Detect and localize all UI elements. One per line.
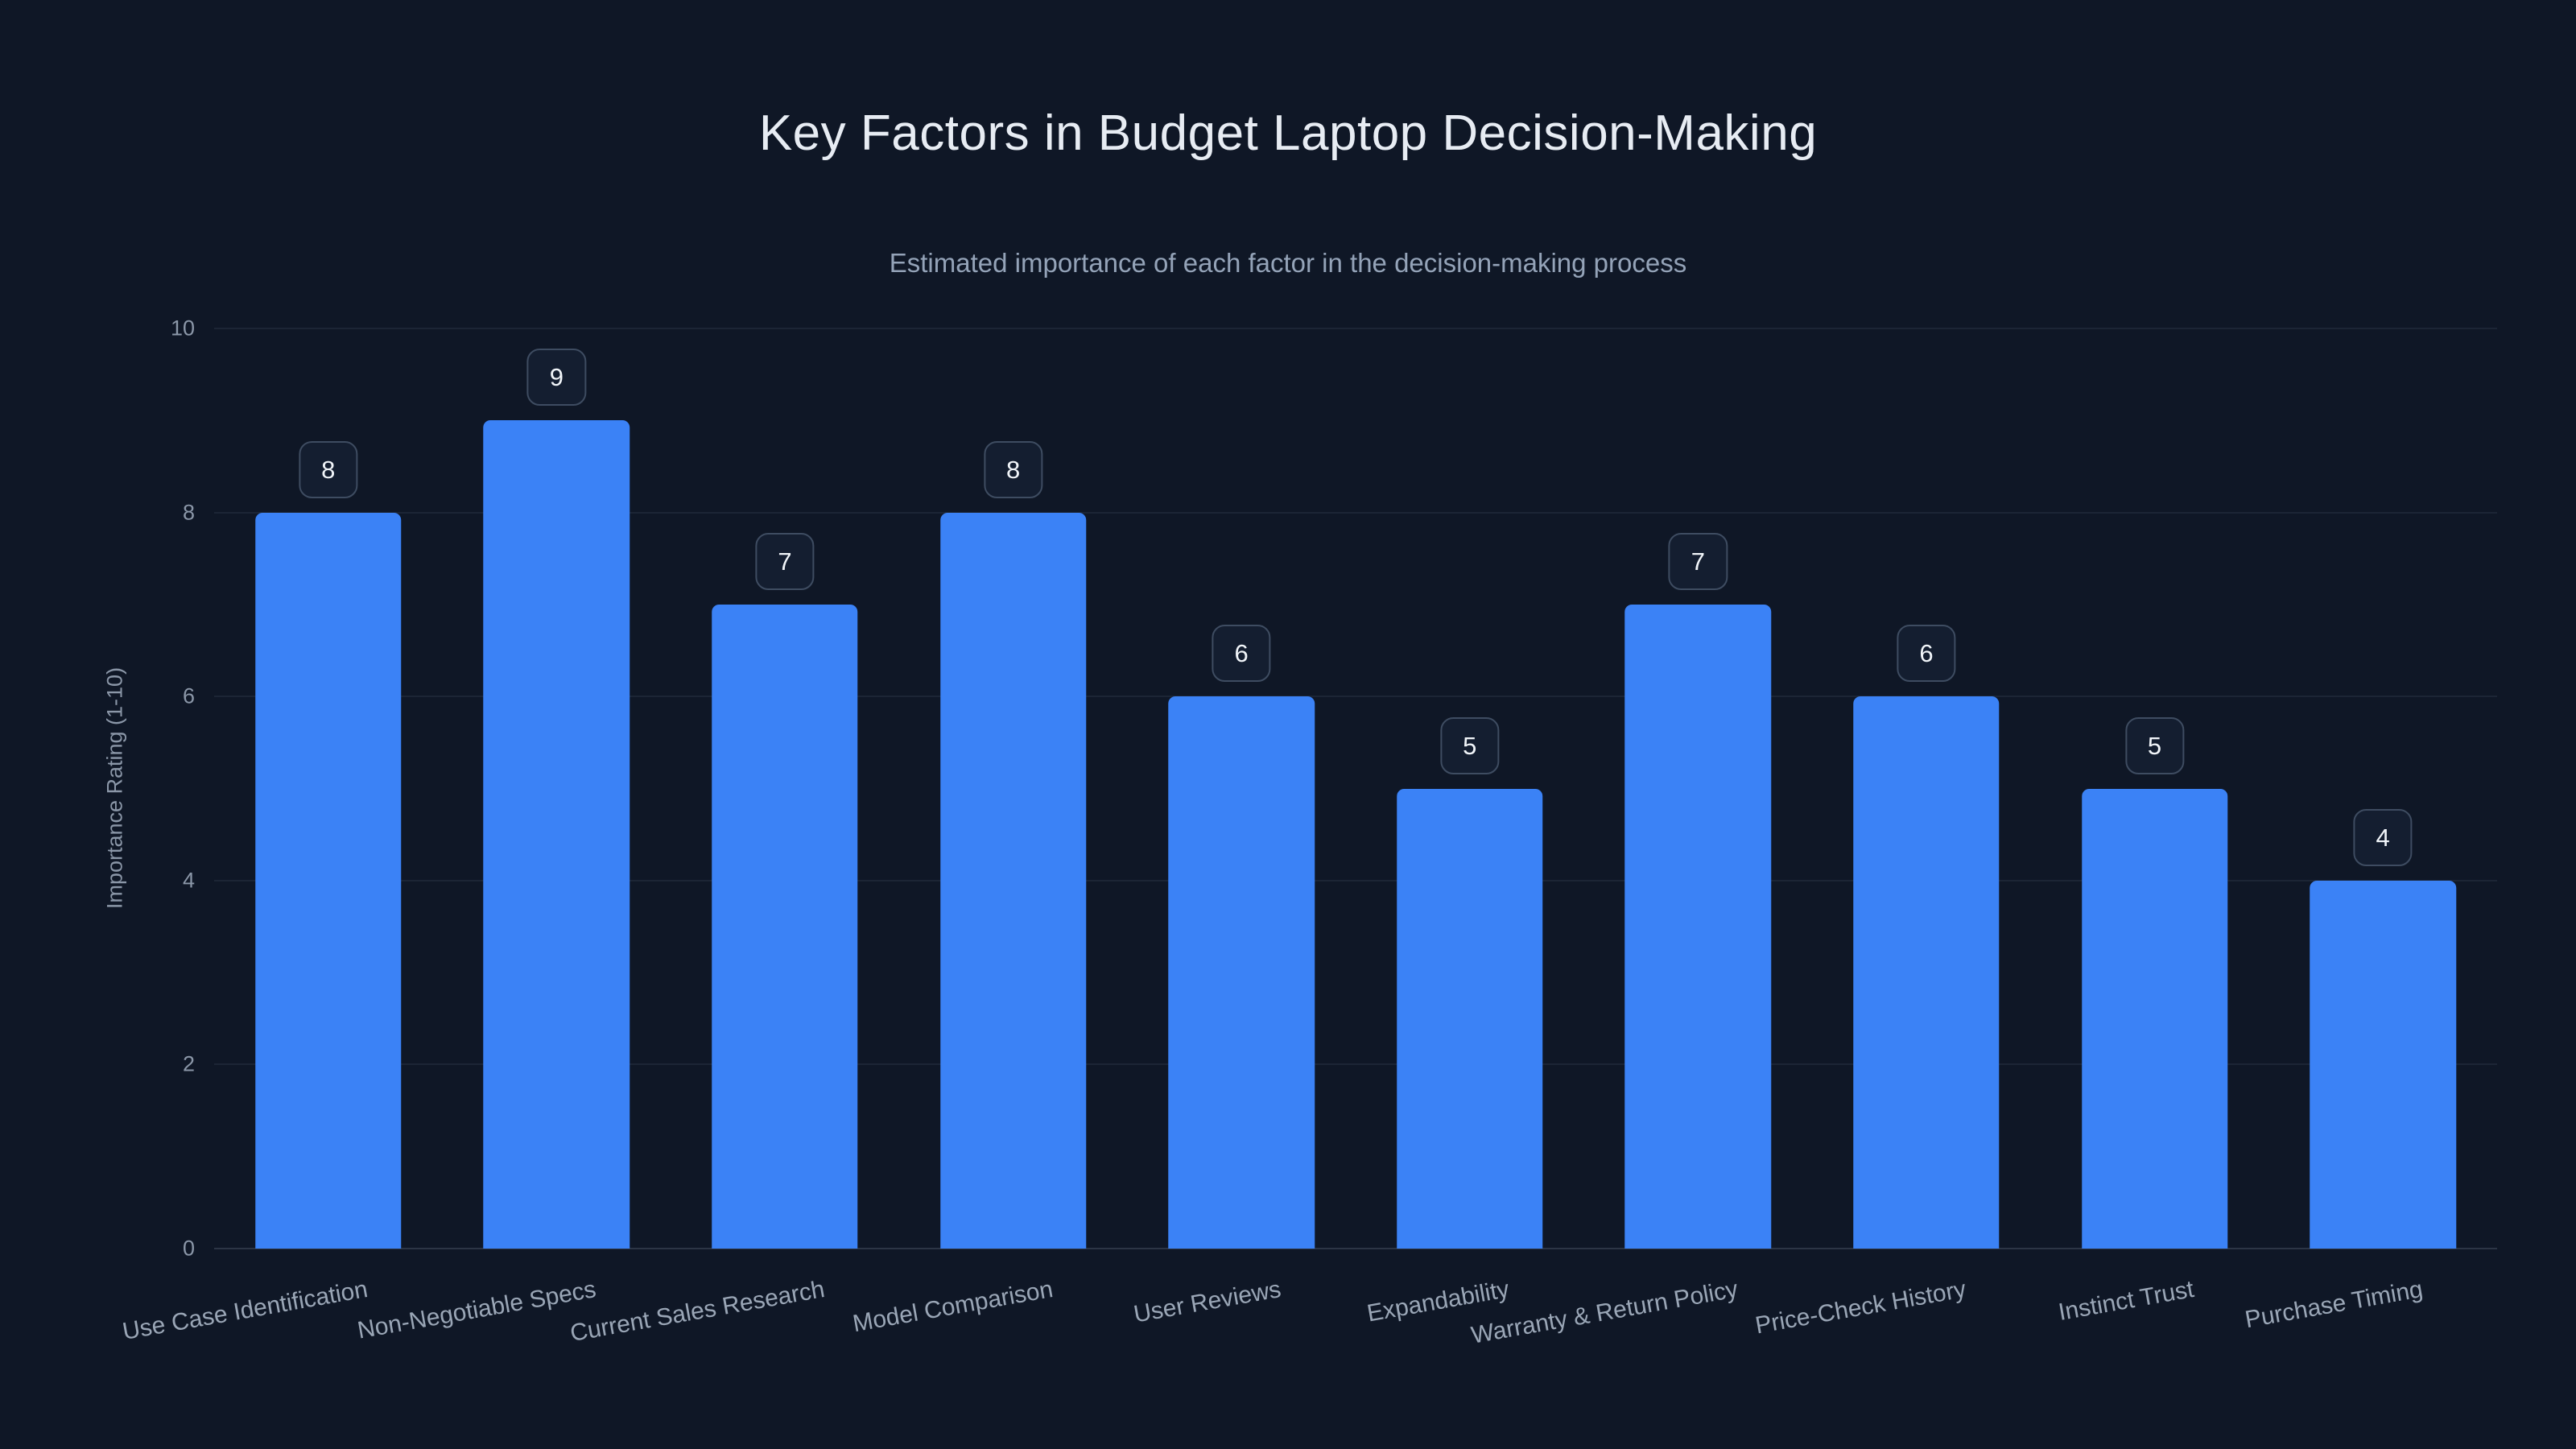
y-tick-label: 8 <box>182 500 195 525</box>
gridline <box>214 696 2497 698</box>
bar-group: 7 Warranty & Return Policy <box>1469 328 1813 1349</box>
bar-group: 5 Expandability <box>1356 328 1584 1327</box>
bar-group: 5 Instinct Trust <box>2041 328 2269 1326</box>
value-label: 5 <box>2124 716 2185 774</box>
bars-row: 8 Use Case Identification 9 Non-Negotiable … <box>121 328 2497 1349</box>
gridline <box>214 879 2497 881</box>
x-axis-label: Non-Negotiable Specs <box>355 1276 599 1344</box>
value-label: 7 <box>1668 532 1728 590</box>
value-label: 6 <box>1897 625 1956 683</box>
bar[interactable] <box>483 420 630 1249</box>
value-label: 9 <box>526 349 587 407</box>
x-axis-label: Purchase Timing <box>2243 1276 2425 1334</box>
x-axis-label: Instinct Trust <box>2057 1276 2197 1327</box>
y-axis-ticks: 0 2 4 6 8 10 <box>0 317 195 1259</box>
bar-group: 6 Price-Check History <box>1753 328 2041 1340</box>
value-label: 7 <box>755 532 815 590</box>
bar-group: 4 Purchase Timing <box>2243 328 2497 1333</box>
chart-title: Key Factors in Budget Laptop Decision-Ma… <box>758 105 1818 161</box>
gridline <box>214 328 2497 329</box>
bar-group: 7 Current Sales Research <box>568 328 899 1347</box>
bar[interactable] <box>2081 788 2228 1249</box>
bar-group: 8 Use Case Identification <box>121 328 443 1345</box>
x-axis-label: Warranty & Return Policy <box>1468 1276 1740 1349</box>
x-axis-label: Current Sales Research <box>568 1276 827 1348</box>
bar[interactable] <box>2310 880 2456 1249</box>
y-tick-label: 0 <box>182 1236 195 1261</box>
value-label: 5 <box>1440 716 1500 774</box>
gridline <box>214 1248 2497 1249</box>
y-tick-label: 2 <box>182 1051 195 1076</box>
value-label: 8 <box>983 440 1043 498</box>
plot-area: 8 Use Case Identification 9 Non-Negotiable … <box>121 328 2497 1349</box>
bar[interactable] <box>255 512 402 1249</box>
bar-group: 8 Model Comparison <box>851 328 1128 1337</box>
value-label: 6 <box>1212 625 1271 683</box>
bar-group: 9 Non-Negotiable Specs <box>356 328 671 1344</box>
bar[interactable] <box>1397 788 1543 1249</box>
bar[interactable] <box>1853 696 2000 1249</box>
bar[interactable] <box>712 604 858 1249</box>
x-axis-label: Price-Check History <box>1752 1276 1968 1340</box>
y-tick-label: 6 <box>182 683 195 708</box>
chart-subtitle: Estimated importance of each factor in t… <box>889 248 1687 278</box>
x-axis-label: Model Comparison <box>850 1276 1055 1338</box>
bar[interactable] <box>939 512 1087 1249</box>
bar-group: 6 User Reviews <box>1127 328 1356 1328</box>
value-label: 8 <box>299 440 358 498</box>
y-tick-label: 4 <box>182 868 195 893</box>
bar[interactable] <box>1624 604 1772 1249</box>
x-axis-label: User Reviews <box>1131 1276 1283 1328</box>
gridline <box>214 511 2497 514</box>
gridline <box>214 1063 2497 1066</box>
y-tick-label: 10 <box>170 316 195 341</box>
value-label: 4 <box>2353 808 2413 866</box>
x-axis-label: Use Case Identification <box>120 1276 370 1346</box>
bar[interactable] <box>1168 696 1315 1249</box>
